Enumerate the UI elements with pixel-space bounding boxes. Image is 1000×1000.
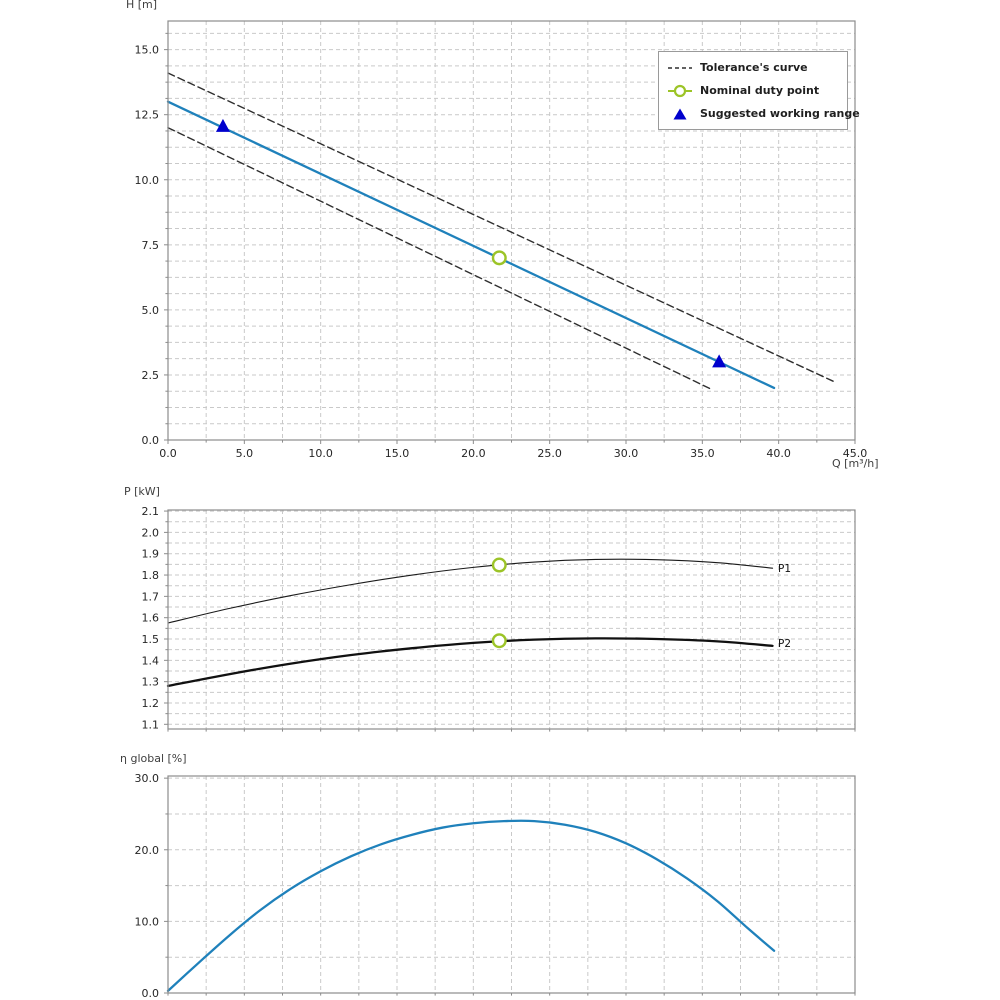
power_curves-y-tick-label: 2.1 <box>142 505 160 518</box>
efficiency_curve-y-tick-label: 10.0 <box>135 915 160 928</box>
nominal-duty-point-marker <box>491 250 507 266</box>
head_curve-x-tick-label: 30.0 <box>614 447 639 460</box>
head-chart-y-axis-title: H [m] <box>126 0 158 11</box>
head-chart-x-axis-title: Q [m³/h] <box>832 457 879 470</box>
head_curve-y-tick-label: 7.5 <box>142 239 160 252</box>
head_curve-y-tick-label: 0.0 <box>142 434 160 447</box>
dashed-line-icon <box>668 66 692 69</box>
legend-item-working-range: Suggested working range <box>667 107 860 121</box>
head_curve-y-tick-label: 2.5 <box>142 369 160 382</box>
head_curve-x-tick-label: 5.0 <box>236 447 254 460</box>
head_curve-x-tick-label: 40.0 <box>766 447 791 460</box>
power_curves-y-tick-label: 1.4 <box>142 654 160 667</box>
legend-item-nominal-duty: Nominal duty point <box>667 84 841 98</box>
legend: Tolerance's curve Nominal duty point Sug… <box>658 51 860 130</box>
power-chart-y-axis-title: P [kW] <box>124 485 160 498</box>
working-range-max-marker <box>712 354 727 368</box>
head_curve-series-head <box>166 100 776 390</box>
efficiency_curve-series-eta <box>166 819 776 993</box>
efficiency_curve-y-tick-label: 30.0 <box>135 772 160 785</box>
triangle-icon <box>673 108 687 119</box>
legend-label-working-range: Suggested working range <box>700 107 860 120</box>
legend-label-nominal-duty: Nominal duty point <box>700 84 820 97</box>
head_curve-x-tick-label: 15.0 <box>385 447 410 460</box>
power_curves-y-tick-label: 1.7 <box>142 590 160 603</box>
head_curve-x-tick-label: 45.0 <box>843 447 868 460</box>
power_curves-y-tick-label: 1.5 <box>142 633 160 646</box>
power_curves-y-tick-label: 1.2 <box>142 697 160 710</box>
head_curve-x-tick-label: 20.0 <box>461 447 486 460</box>
efficiency_curve-y-tick-label: 20.0 <box>135 844 160 857</box>
head_curve-series-tolerance_lower <box>167 127 714 391</box>
duty-point-icon <box>668 84 692 97</box>
working-range-min-marker <box>215 118 230 132</box>
p1-curve-label: P1 <box>778 563 792 575</box>
head_curve-y-tick-label: 5.0 <box>142 304 160 317</box>
power_curves-series-P2 <box>166 637 774 688</box>
power_curves-series-P1 <box>167 558 774 624</box>
legend-item-tolerance: Tolerance's curve <box>667 61 841 75</box>
head_curve-x-tick-label: 35.0 <box>690 447 715 460</box>
head_curve-y-tick-label: 12.5 <box>135 109 160 122</box>
power_curves-y-tick-label: 1.9 <box>142 548 160 561</box>
efficiency-chart-y-axis-title: η global [%] <box>120 752 187 765</box>
power_curves-y-tick-label: 1.8 <box>142 569 160 582</box>
head_curve-y-tick-label: 15.0 <box>135 44 160 57</box>
duty-point-p2-marker <box>491 633 507 649</box>
power_curves-y-tick-label: 1.6 <box>142 612 160 625</box>
power_curves-y-tick-label: 2.0 <box>142 526 160 539</box>
efficiency_curve-y-tick-label: 0.0 <box>142 987 160 1000</box>
power_curves-y-tick-label: 1.3 <box>142 676 160 689</box>
head_curve-x-tick-label: 0.0 <box>159 447 177 460</box>
p2-curve-label: P2 <box>778 638 792 650</box>
head_curve-x-tick-label: 10.0 <box>308 447 333 460</box>
head_curve-series-tolerance_upper <box>167 72 835 383</box>
head_curve-x-tick-label: 25.0 <box>537 447 562 460</box>
duty-point-p1-marker <box>491 557 507 573</box>
legend-label-tolerance: Tolerance's curve <box>700 61 808 74</box>
head_curve-y-tick-label: 10.0 <box>135 174 160 187</box>
power_curves-y-tick-label: 1.1 <box>142 718 160 731</box>
